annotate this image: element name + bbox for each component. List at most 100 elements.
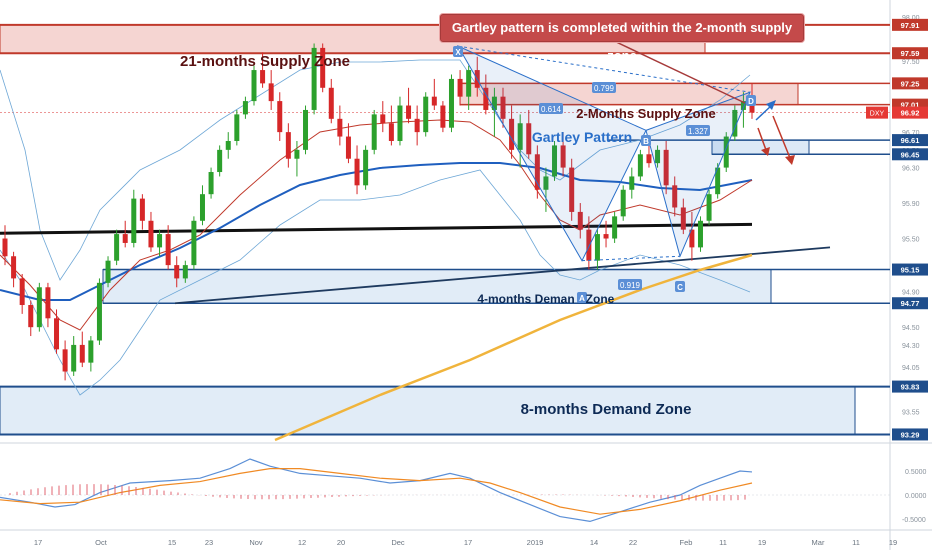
candle-body bbox=[594, 234, 600, 261]
pattern-xd bbox=[457, 45, 751, 93]
candle-body bbox=[406, 105, 412, 119]
candle-body bbox=[79, 344, 85, 363]
level-label: 93.83 bbox=[901, 383, 920, 392]
candle-body bbox=[54, 318, 60, 350]
candle-body bbox=[534, 154, 540, 190]
candle-body bbox=[552, 145, 558, 177]
pattern-point-label: X bbox=[455, 48, 461, 57]
candle-body bbox=[732, 109, 738, 137]
label-supply-2m: 2-Months Supply Zone bbox=[576, 106, 715, 121]
candle-body bbox=[526, 123, 532, 155]
candle-body bbox=[251, 70, 257, 102]
candle-body bbox=[303, 109, 309, 150]
pattern-point-label: B bbox=[643, 137, 649, 146]
candle-body bbox=[740, 101, 746, 110]
level-label: 93.29 bbox=[901, 430, 920, 439]
label-gartley-pattern: Gartley Pattern bbox=[532, 129, 632, 145]
candle-body bbox=[45, 287, 51, 319]
level-label-bg bbox=[892, 380, 928, 393]
candle-body bbox=[655, 149, 661, 164]
ratio-cd-box bbox=[686, 125, 710, 136]
label-demand-4m: 4-months Deman bbox=[477, 292, 574, 306]
candle-body bbox=[663, 149, 669, 186]
level-label-bg bbox=[892, 106, 928, 119]
bear-arrow-2-head bbox=[785, 155, 795, 165]
time-tick-label: 15 bbox=[168, 538, 176, 547]
level-label: 97.59 bbox=[901, 49, 920, 58]
candle-body bbox=[517, 123, 523, 150]
time-tick-label: Nov bbox=[249, 538, 263, 547]
level-label-bg bbox=[892, 297, 928, 310]
pattern-point-label: C bbox=[677, 283, 683, 292]
candle-body bbox=[706, 194, 712, 221]
time-tick-label: 12 bbox=[298, 538, 306, 547]
symbol-tag: DXY bbox=[870, 111, 885, 118]
bear-arrow-1 bbox=[757, 127, 767, 151]
candle-body bbox=[242, 101, 248, 115]
candle-body bbox=[268, 83, 274, 102]
candle-body bbox=[586, 229, 592, 261]
candle-body bbox=[311, 47, 317, 110]
price-tick-label: 94.05 bbox=[902, 365, 920, 372]
price-tick-label: 97.50 bbox=[902, 59, 920, 66]
candle-body bbox=[217, 149, 223, 173]
pattern-point-label: A bbox=[579, 294, 585, 303]
callout-pointer bbox=[611, 39, 746, 104]
plot-area bbox=[0, 0, 890, 440]
candle-body bbox=[131, 198, 137, 243]
candle-body bbox=[612, 216, 618, 239]
pattern-point-d bbox=[746, 95, 756, 106]
level-label: 94.77 bbox=[901, 299, 920, 308]
price-tick-label: 94.50 bbox=[902, 325, 920, 332]
time-tick-label: 23 bbox=[205, 538, 213, 547]
candle-body bbox=[225, 140, 231, 150]
candle-body bbox=[105, 260, 111, 283]
candle-body bbox=[62, 349, 68, 372]
candle-body bbox=[560, 145, 566, 168]
candle-body bbox=[491, 96, 497, 110]
candle-body bbox=[620, 189, 626, 217]
symbol-tag-bg bbox=[866, 106, 888, 119]
macd-area bbox=[0, 445, 890, 530]
macd-line bbox=[0, 458, 753, 523]
candle-body bbox=[363, 149, 369, 186]
candle-body bbox=[371, 114, 377, 150]
candle-body bbox=[122, 234, 128, 243]
candle-body bbox=[2, 238, 8, 257]
time-tick-label: 2019 bbox=[527, 538, 544, 547]
ratio-xb-box bbox=[592, 82, 616, 93]
ratio-xb: 0.799 bbox=[594, 84, 615, 93]
candle-body bbox=[388, 123, 394, 141]
time-tick-label: 19 bbox=[889, 538, 897, 547]
candle-body bbox=[11, 256, 17, 279]
long-moving-average bbox=[274, 253, 753, 442]
macd-signal-line bbox=[0, 468, 753, 515]
demand-zone-8m bbox=[0, 386, 856, 435]
level-label: 96.61 bbox=[901, 136, 920, 145]
candle-body bbox=[88, 340, 94, 363]
candle-body bbox=[114, 234, 120, 261]
ratio-bc-box bbox=[618, 279, 642, 290]
time-tick-label: 17 bbox=[464, 538, 472, 547]
candle-body bbox=[285, 132, 291, 159]
candle-body bbox=[380, 114, 386, 124]
ratio-ab: 0.614 bbox=[541, 105, 562, 114]
candle-body bbox=[577, 211, 583, 230]
level-label-bg bbox=[892, 263, 928, 276]
level-label: 96.45 bbox=[901, 150, 920, 159]
ratio-ab-box bbox=[539, 103, 563, 114]
candle-body bbox=[749, 101, 755, 113]
bear-arrow-2 bbox=[772, 115, 791, 159]
price-tick-label: 96.30 bbox=[902, 166, 920, 173]
candle-body bbox=[165, 234, 171, 266]
level-label: 95.15 bbox=[901, 266, 920, 275]
candle-body bbox=[697, 220, 703, 248]
price-tick-label: 95.90 bbox=[902, 201, 920, 208]
ratio-cd: 1.327 bbox=[688, 127, 709, 136]
ratio-bc: 0.919 bbox=[620, 281, 641, 290]
pattern-point-c bbox=[675, 281, 685, 292]
candle-body bbox=[397, 105, 403, 141]
candle-body bbox=[723, 136, 729, 168]
lower-band bbox=[0, 169, 751, 396]
